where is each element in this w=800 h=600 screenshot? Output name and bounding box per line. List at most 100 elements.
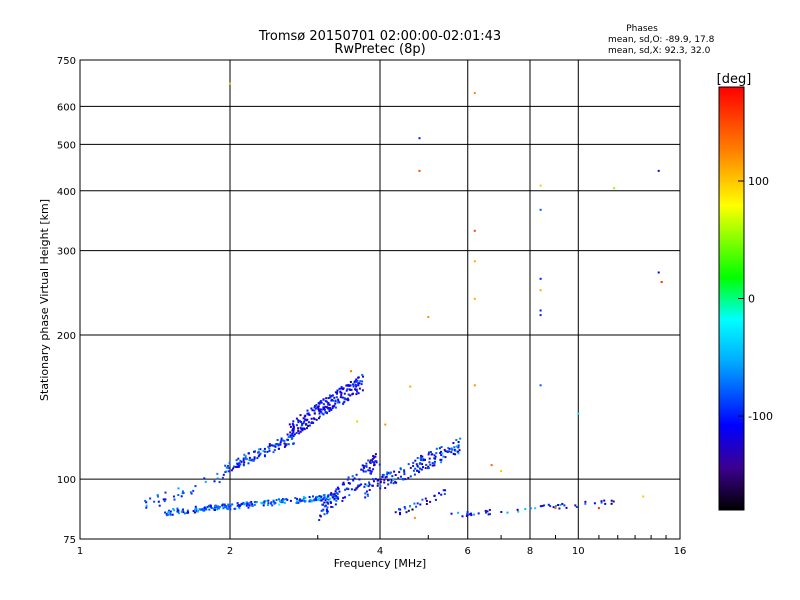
data-point	[164, 491, 167, 494]
data-point	[323, 505, 326, 508]
data-point	[409, 505, 411, 508]
data-point	[325, 406, 328, 409]
data-point	[199, 508, 202, 511]
data-point	[416, 457, 419, 459]
data-point	[409, 466, 412, 469]
data-point	[400, 475, 402, 478]
data-point	[376, 484, 379, 487]
data-point	[306, 427, 308, 430]
data-point	[355, 473, 358, 476]
data-point	[412, 461, 415, 464]
data-point	[310, 407, 313, 410]
data-point	[321, 503, 324, 506]
data-point	[352, 383, 354, 386]
data-point	[320, 401, 323, 404]
data-point	[268, 449, 271, 452]
data-point	[450, 512, 453, 515]
data-point	[338, 490, 341, 493]
data-point	[357, 382, 360, 385]
data-point	[156, 494, 159, 497]
data-point	[224, 506, 227, 508]
data-point	[292, 424, 295, 427]
data-point	[341, 396, 344, 399]
data-point	[307, 425, 310, 427]
data-point	[369, 462, 372, 464]
data-point	[234, 465, 237, 468]
data-point	[366, 493, 369, 496]
chart-title: Tromsø 20150701 02:00:00-02:01:43	[258, 29, 501, 44]
data-point	[321, 509, 324, 512]
data-point	[394, 511, 397, 514]
data-point	[386, 473, 389, 476]
data-point	[288, 423, 291, 426]
data-point	[224, 464, 227, 467]
data-point	[306, 418, 309, 421]
data-point	[360, 468, 363, 471]
data-point	[415, 463, 418, 466]
data-point	[173, 495, 175, 498]
data-point	[216, 472, 219, 475]
data-point	[446, 451, 449, 453]
data-point	[416, 469, 418, 472]
data-point	[381, 473, 384, 476]
data-point	[427, 316, 430, 318]
data-point	[384, 423, 387, 426]
data-point	[356, 486, 359, 489]
data-point	[297, 501, 300, 504]
data-point	[240, 460, 243, 463]
data-point	[282, 498, 284, 501]
data-point	[298, 432, 301, 435]
data-point	[253, 501, 256, 503]
data-point	[221, 504, 224, 507]
data-point	[352, 479, 355, 482]
data-point	[302, 422, 305, 425]
data-point	[323, 408, 326, 411]
y-axis-ticks: 75 100 200 300 400 500 600 750	[57, 56, 76, 546]
data-point	[427, 467, 430, 470]
data-point	[561, 502, 564, 505]
colorbar-ticks: 100 0 -100	[738, 175, 773, 423]
data-point	[367, 469, 370, 472]
data-point	[273, 444, 275, 447]
data-point	[328, 407, 331, 410]
phases-heading: Phases	[626, 24, 658, 34]
data-point	[303, 420, 306, 423]
data-point	[283, 501, 286, 504]
data-point	[349, 394, 352, 397]
data-point	[313, 409, 316, 412]
data-point	[163, 500, 166, 503]
data-point	[268, 447, 271, 450]
data-point	[340, 386, 343, 388]
data-point	[431, 453, 434, 456]
data-point	[281, 500, 284, 503]
data-point	[420, 468, 423, 471]
data-point	[303, 415, 306, 418]
data-point	[457, 452, 460, 455]
data-point	[144, 499, 147, 502]
data-point	[307, 413, 310, 416]
data-point	[239, 463, 242, 466]
data-point	[415, 505, 418, 508]
data-point	[205, 507, 208, 510]
data-point	[273, 449, 276, 452]
data-point	[280, 499, 283, 502]
data-point	[203, 506, 206, 509]
data-point	[237, 465, 240, 468]
data-point	[420, 459, 423, 461]
data-point	[182, 492, 185, 494]
data-point	[266, 450, 269, 453]
data-point	[327, 397, 330, 400]
data-point	[376, 479, 379, 482]
data-point	[283, 439, 286, 442]
data-point	[387, 479, 389, 482]
data-point	[264, 455, 266, 458]
data-point	[315, 496, 317, 499]
data-point	[244, 455, 247, 458]
data-point	[236, 463, 239, 466]
data-point	[334, 391, 337, 394]
data-point	[427, 453, 430, 456]
data-point	[517, 510, 520, 513]
data-point	[267, 502, 270, 505]
data-point	[319, 410, 321, 413]
data-point	[225, 466, 228, 469]
